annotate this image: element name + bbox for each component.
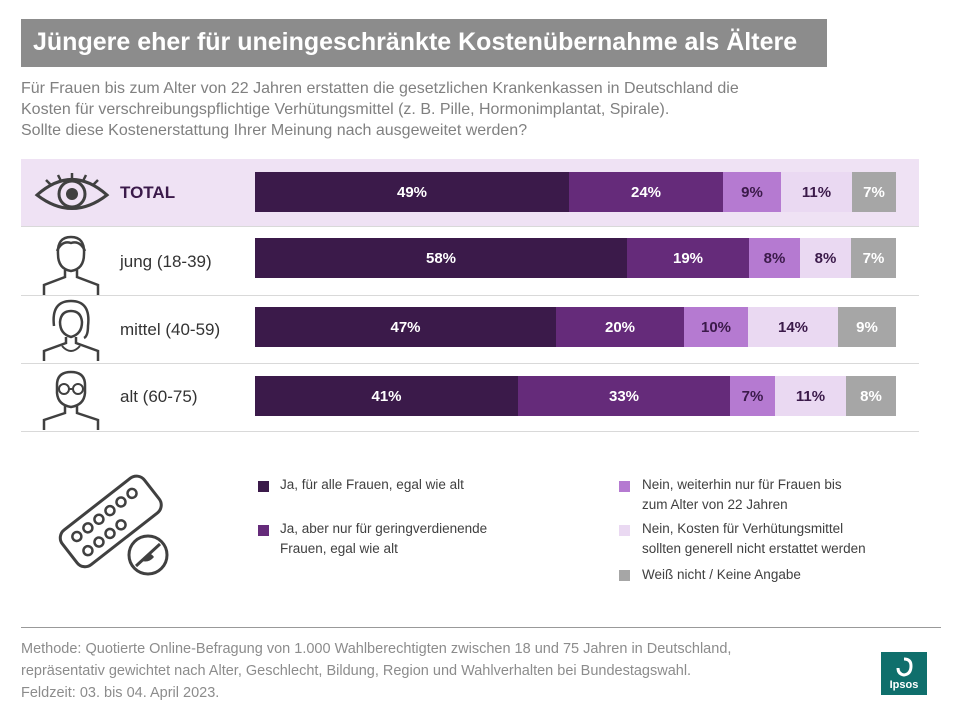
bar-segment: 10%: [684, 307, 748, 347]
middle-aged-woman-icon: [42, 299, 100, 361]
bar-segment: 7%: [852, 172, 896, 212]
footer-line-1: Methode: Quotierte Online-Befragung von …: [21, 641, 732, 657]
bar-segment: 7%: [730, 376, 775, 416]
bar-value-label: 8%: [763, 249, 786, 267]
bar-segment: 20%: [556, 307, 684, 347]
bar-segment: 9%: [723, 172, 781, 212]
methodology-footer: Methode: Quotierte Online-Befragung von …: [21, 638, 731, 704]
bar-value-label: 24%: [630, 183, 662, 201]
row-label-mittel: mittel (40-59): [120, 320, 221, 339]
subtitle: Für Frauen bis zum Alter von 22 Jahren e…: [21, 78, 821, 141]
bar-value-label: 14%: [777, 318, 809, 336]
ipsos-mark-icon: [896, 657, 913, 677]
bar-value-label: 8%: [860, 387, 882, 405]
bar-value-label: 49%: [396, 183, 428, 201]
bar-value-label: 33%: [608, 387, 640, 405]
row-label-jung: jung (18-39): [120, 252, 212, 271]
bar-segment: 9%: [838, 307, 896, 347]
subtitle-line-2: Kosten für verschreibungspflichtige Verh…: [21, 101, 670, 118]
bar-segment: 11%: [781, 172, 852, 212]
row-label-total: TOTAL: [120, 183, 176, 202]
bar-segment: 8%: [800, 238, 851, 278]
ipsos-logo: Ipsos: [881, 652, 927, 695]
logo-text: Ipsos: [889, 679, 919, 691]
row-label-alt: alt (60-75): [120, 387, 198, 406]
eye-icon: [34, 173, 110, 210]
footer-line-2: repräsentativ gewichtet nach Alter, Gesc…: [21, 663, 692, 679]
legend-text: Weiß nicht / Keine Angabe: [642, 567, 801, 582]
legend-text: Ja, für alle Frauen, egal wie alt: [280, 477, 464, 492]
row-separator: [21, 295, 919, 296]
subtitle-line-1: Für Frauen bis zum Alter von 22 Jahren e…: [21, 80, 739, 97]
bar-value-label: 19%: [672, 249, 704, 267]
legend-text: Nein, Kosten für Verhütungsmittel: [642, 521, 844, 536]
legend-text: Ja, aber nur für geringverdienende: [280, 521, 488, 536]
bar-segment: 41%: [255, 376, 518, 416]
legend-swatch-ja-gering: [258, 525, 269, 536]
legend-nein-22: Nein, weiterhin nur für Frauen bis zum A…: [642, 475, 842, 515]
bar-value-label: 47%: [390, 318, 421, 336]
legend-swatch-nein-generell: [619, 525, 630, 536]
footer-line-3: Feldzeit: 03. bis 04. April 2023.: [21, 685, 220, 701]
bar-segment: 58%: [255, 238, 627, 278]
bar-value-label: 20%: [604, 318, 636, 336]
bar-segment: 24%: [569, 172, 723, 212]
row-separator: [21, 431, 919, 432]
bar-value-label: 9%: [741, 183, 763, 201]
bar-value-label: 7%: [863, 183, 885, 201]
legend-ja-alle: Ja, für alle Frauen, egal wie alt: [280, 475, 464, 495]
page-title: Jüngere eher für uneingeschränkte Kosten…: [33, 28, 798, 56]
bar-segment: 33%: [518, 376, 730, 416]
row-separator: [21, 363, 919, 364]
bar-value-label: 8%: [814, 249, 837, 267]
legend-weiss-nicht: Weiß nicht / Keine Angabe: [642, 565, 801, 585]
legend-swatch-ja-alle: [258, 481, 269, 492]
elderly-man-icon: [42, 370, 100, 430]
row-separator: [21, 226, 919, 227]
bar-value-label: 11%: [795, 387, 826, 405]
bar-segment: 47%: [255, 307, 556, 347]
bar-value-label: 10%: [700, 318, 732, 336]
legend-text: zum Alter von 22 Jahren: [642, 497, 788, 512]
bar-segment: 8%: [749, 238, 800, 278]
subtitle-line-3: Sollte diese Kostenerstattung Ihrer Mein…: [21, 122, 528, 139]
legend-swatch-nein-22: [619, 481, 630, 492]
bar-segment: 49%: [255, 172, 569, 212]
bar-value-label: 11%: [801, 183, 832, 201]
legend-text: Frauen, egal wie alt: [280, 541, 398, 556]
bar-segment: 7%: [851, 238, 896, 278]
legend-nein-generell: Nein, Kosten für Verhütungsmittel sollte…: [642, 519, 866, 559]
bar-value-label: 41%: [371, 387, 402, 405]
bar-segment: 11%: [775, 376, 846, 416]
legend-text: sollten generell nicht erstattet werden: [642, 541, 866, 556]
bar-value-label: 58%: [425, 249, 457, 267]
bar-value-label: 7%: [862, 249, 885, 267]
legend-swatch-weiss-nicht: [619, 570, 630, 581]
bar-value-label: 7%: [741, 387, 764, 405]
young-person-icon: [42, 235, 100, 295]
bar-value-label: 9%: [856, 318, 878, 336]
bar-segment: 14%: [748, 307, 838, 347]
footer-divider: [21, 627, 941, 628]
bar-segment: 19%: [627, 238, 749, 278]
legend-ja-gering: Ja, aber nur für geringverdienende Fraue…: [280, 519, 487, 559]
contraceptive-pill-icon: [58, 474, 169, 576]
bar-segment: 8%: [846, 376, 896, 416]
legend-text: Nein, weiterhin nur für Frauen bis: [642, 477, 842, 492]
title-bar: Jüngere eher für uneingeschränkte Kosten…: [21, 19, 827, 67]
